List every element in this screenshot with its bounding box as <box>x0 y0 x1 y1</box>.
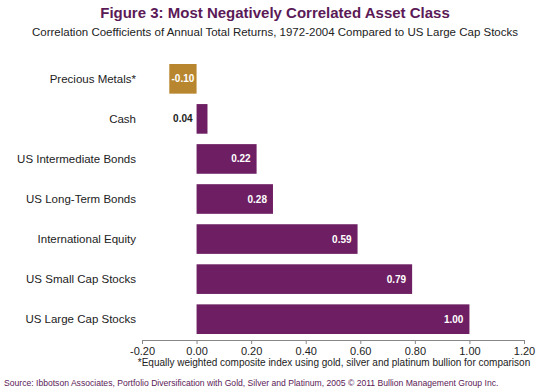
x-tick-mark <box>251 340 252 344</box>
x-tick: 0.60 <box>350 340 371 357</box>
bar <box>197 104 208 134</box>
x-tick-mark <box>142 340 143 344</box>
data-labels: -0.10 0.04 0.22 0.28 0.59 0.79 1.00 <box>172 73 464 324</box>
x-tick-label: 1.20 <box>514 345 535 357</box>
data-label: 1.00 <box>444 314 464 325</box>
footnote: *Equally weighted composite index using … <box>138 357 530 368</box>
category-label: US Large Cap Stocks <box>25 313 136 325</box>
x-tick-mark <box>306 340 307 344</box>
x-tick-label: 0.40 <box>296 345 317 357</box>
data-label: 0.22 <box>231 153 251 164</box>
x-tick-label: 1.00 <box>459 345 480 357</box>
y-axis: Precious Metals* Cash US Intermediate Bond… <box>17 73 136 325</box>
x-tick-label: 0.00 <box>186 345 207 357</box>
y-tick: US Small Cap Stocks <box>26 273 136 285</box>
data-label: -0.10 <box>172 73 195 84</box>
bar <box>197 304 470 334</box>
x-tick-label: -0.20 <box>130 345 155 357</box>
x-tick: 0.40 <box>296 340 317 357</box>
source-note: Source: Ibbotson Associates, Portfolio D… <box>4 378 498 388</box>
x-tick-label: 0.60 <box>350 345 371 357</box>
y-tick: US Large Cap Stocks <box>25 313 136 325</box>
data-label: 0.59 <box>332 234 352 245</box>
y-tick: International Equity <box>38 233 137 245</box>
x-tick-mark <box>415 340 416 344</box>
x-axis-line <box>143 341 525 345</box>
x-tick-mark <box>469 340 470 344</box>
chart: Figure 3: Most Negatively Correlated Ass… <box>0 0 550 392</box>
x-tick-mark <box>197 340 198 344</box>
x-tick: 0.20 <box>241 340 262 357</box>
category-label: US Long-Term Bonds <box>26 193 136 205</box>
x-tick: -0.20 <box>130 340 155 357</box>
bar <box>197 184 273 214</box>
y-tick: US Intermediate Bonds <box>17 153 136 165</box>
category-label: Cash <box>109 113 136 125</box>
x-tick-label: 0.20 <box>241 345 262 357</box>
bar <box>197 264 413 294</box>
x-axis: -0.20 0.00 0.20 0.40 0.60 0.80 1.00 1.20 <box>130 340 535 357</box>
data-label: 0.04 <box>173 113 193 124</box>
bar <box>197 224 358 254</box>
y-tick: Precious Metals* <box>50 73 137 85</box>
data-label: 0.28 <box>248 194 268 205</box>
title: Figure 3: Most Negatively Correlated Ass… <box>100 4 450 21</box>
x-tick-mark <box>360 340 361 344</box>
x-tick: 1.20 <box>514 340 535 357</box>
y-tick: US Long-Term Bonds <box>26 193 136 205</box>
category-label: US Small Cap Stocks <box>26 273 136 285</box>
data-label: 0.79 <box>387 274 407 285</box>
x-tick: 1.00 <box>459 340 480 357</box>
category-label: International Equity <box>38 233 137 245</box>
category-label: US Intermediate Bonds <box>17 153 136 165</box>
bars <box>169 64 469 334</box>
bar <box>197 144 257 174</box>
category-label: Precious Metals* <box>50 73 137 85</box>
y-tick: Cash <box>109 113 136 125</box>
x-tick: 0.80 <box>405 340 426 357</box>
x-tick-mark <box>524 340 525 344</box>
subtitle: Correlation Coefficients of Annual Total… <box>32 26 518 38</box>
x-tick: 0.00 <box>186 340 207 357</box>
x-tick-label: 0.80 <box>405 345 426 357</box>
bar <box>169 64 196 94</box>
